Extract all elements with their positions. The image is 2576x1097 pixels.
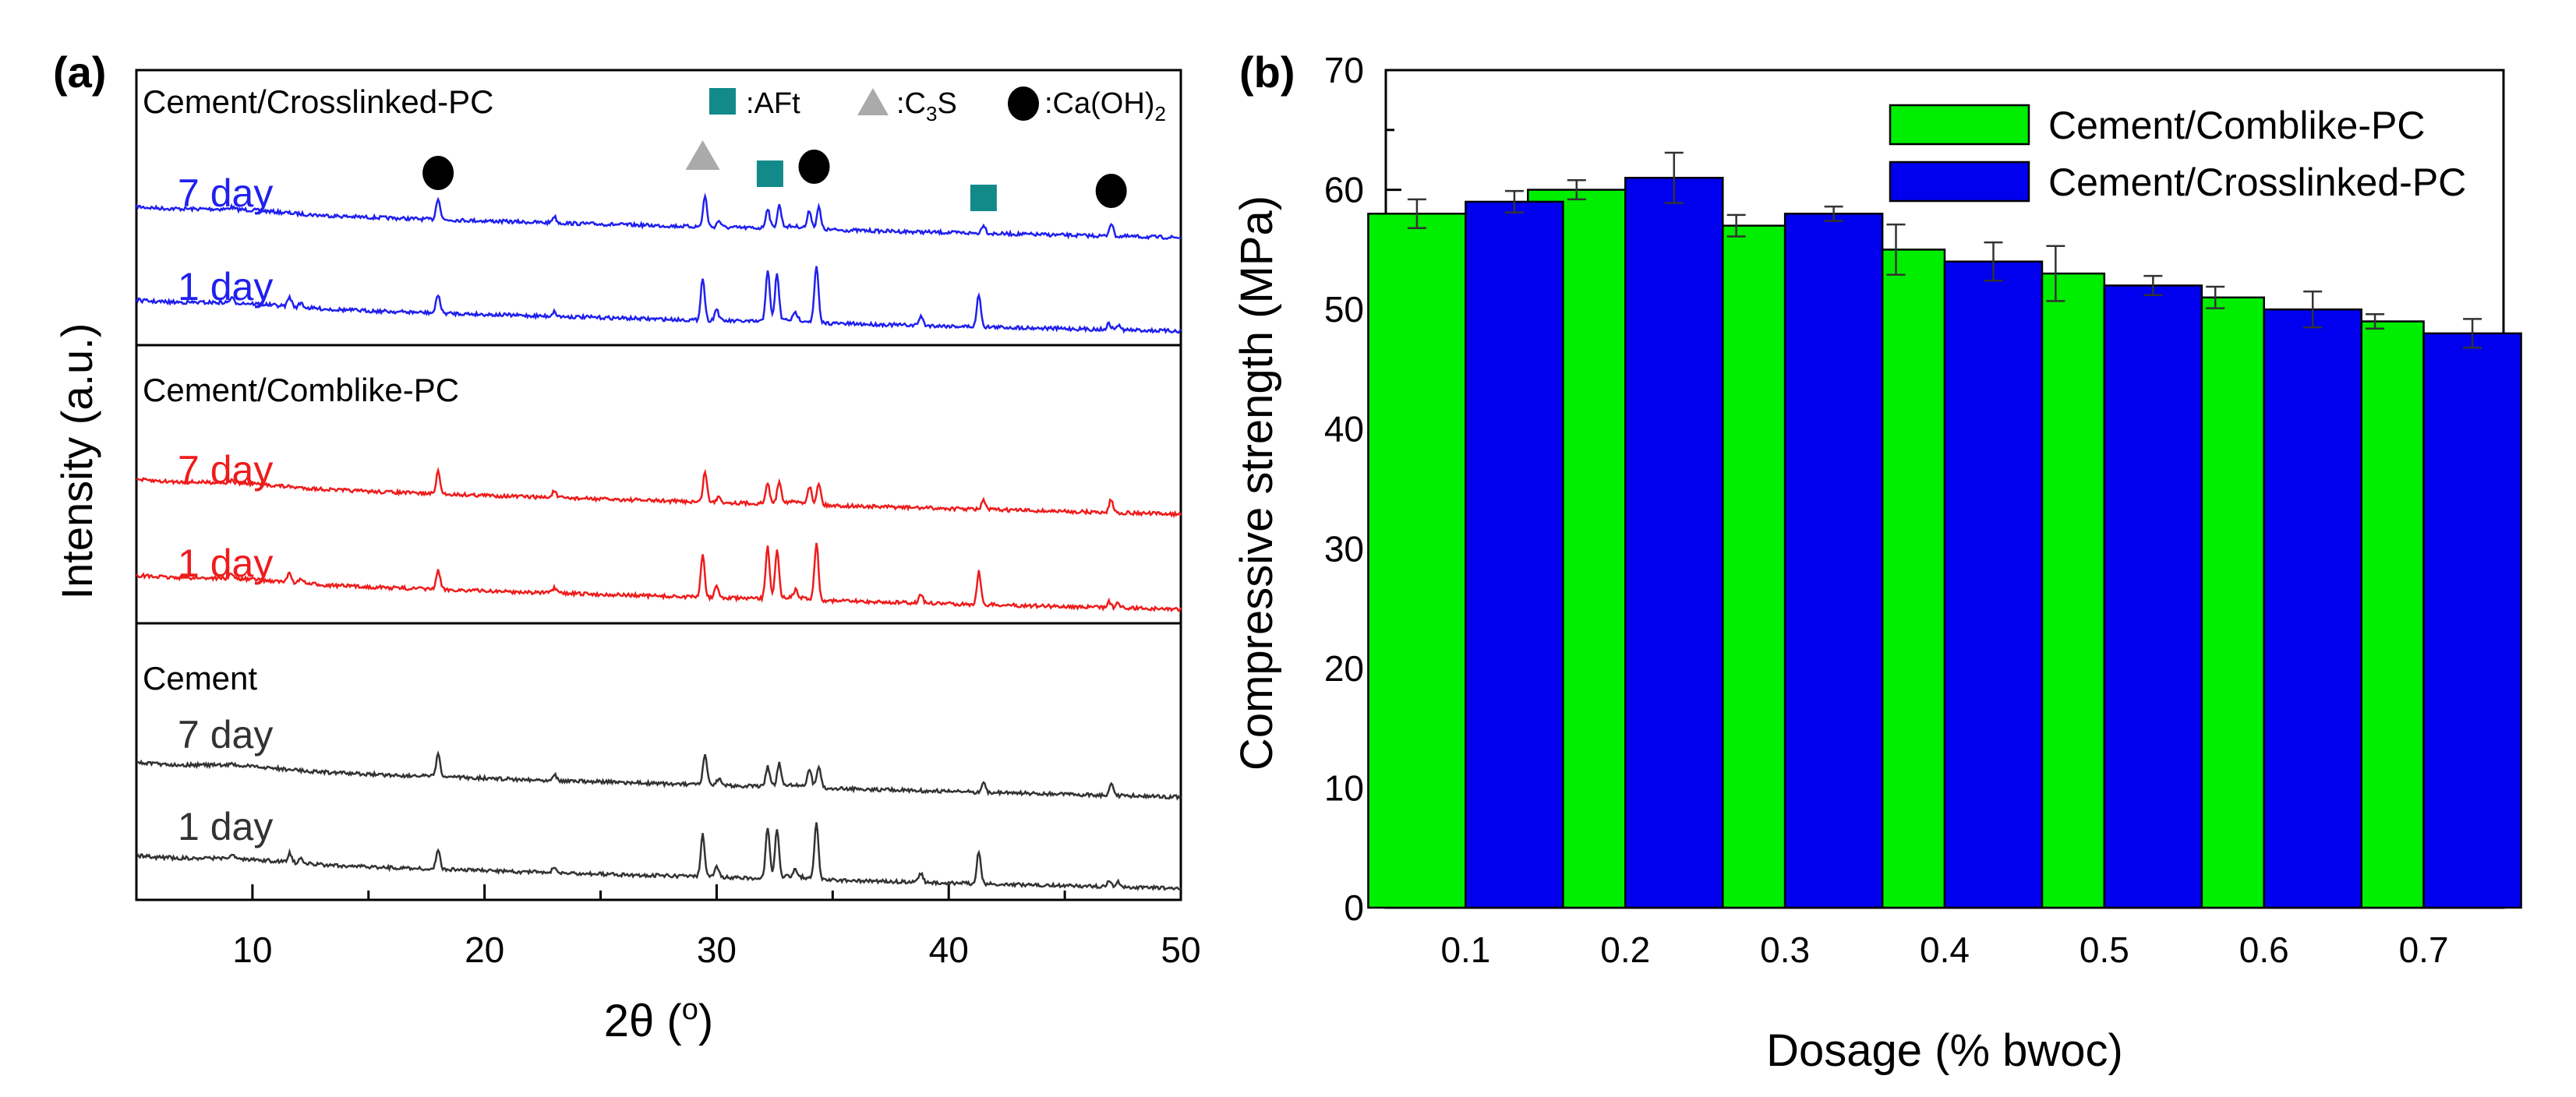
c3s-peak-marker (685, 140, 720, 170)
panel-b-y-tick-labels: 0 10 20 30 40 50 60 70 (1324, 50, 1364, 928)
trace-cement-1day (136, 822, 1182, 891)
aft-legend-marker (709, 88, 736, 115)
x-tick-label-30: 30 (697, 929, 737, 970)
panel-b-x-axis-label: Dosage (% bwoc) (1766, 1025, 2123, 1076)
trace-crosslinked-7day (135, 192, 1182, 241)
group-title-comblike: Cement/Comblike-PC (143, 372, 459, 408)
bar (1367, 213, 1467, 909)
panel-b-label: (b) (1239, 48, 1295, 97)
bar (1943, 260, 2044, 909)
y-tick-label: 20 (1324, 648, 1364, 689)
trace-comblike-1day (136, 542, 1182, 612)
caoh-legend-label: :Ca(OH)2 (1044, 87, 1166, 125)
x-tick-label: 0.7 (2399, 929, 2449, 970)
panel-a-x-tick-labels: 10 20 30 40 50 (232, 929, 1200, 970)
aft-peak-marker (756, 160, 783, 187)
aft-legend-label: :AFt (746, 87, 800, 120)
x-tick-label-10: 10 (232, 929, 272, 970)
x-tick-label: 0.1 (1440, 929, 1490, 970)
x-tick-label: 0.5 (2080, 929, 2129, 970)
legend-label-comblike: Cement/Comblike-PC (2048, 104, 2425, 147)
caoh-peak-marker (1095, 174, 1127, 208)
panel-b-x-tick-labels: 0.1 0.2 0.3 0.4 0.5 0.6 0.7 (1440, 929, 2448, 970)
legend-swatch-crosslinked (1889, 160, 2030, 203)
c3s-legend-label: :C3S (896, 87, 957, 125)
x-tick-label: 0.3 (1760, 929, 1810, 970)
bar (1783, 213, 1884, 909)
x-tick-label-40: 40 (929, 929, 969, 970)
legend-swatch-comblike (1889, 104, 2030, 146)
y-tick-label: 70 (1324, 50, 1364, 90)
legend-label-crosslinked: Cement/Crosslinked-PC (2048, 160, 2466, 204)
phase-markers (422, 140, 1127, 211)
y-tick-label: 50 (1324, 289, 1364, 330)
caoh-legend-marker (1008, 86, 1039, 121)
x-tick-label: 0.2 (1600, 929, 1650, 970)
panel-b-bars (1367, 151, 2522, 909)
group-title-cement: Cement (143, 660, 257, 697)
bar (2263, 308, 2362, 909)
series-label-cement-7day: 7 day (178, 713, 273, 757)
y-tick-label: 10 (1324, 767, 1364, 808)
trace-cement-7day (136, 750, 1182, 801)
bar (2103, 284, 2203, 909)
panel-b-y-axis-label: Compressive strength (MPa) (1231, 196, 1282, 771)
x-tick-label-50: 50 (1161, 929, 1200, 970)
y-tick-label: 40 (1324, 409, 1364, 450)
panel-a-label: (a) (53, 48, 106, 97)
trace-crosslinked-1day (135, 266, 1182, 334)
panel-a: (a) Intensity (a.u.) 10 20 30 40 50 2θ (… (52, 48, 1201, 1046)
series-label-cement-1day: 1 day (178, 805, 273, 848)
x-tick-label-20: 20 (465, 929, 504, 970)
y-tick-label: 30 (1324, 528, 1364, 569)
trace-comblike-7day (136, 467, 1182, 519)
aft-peak-marker (970, 185, 997, 211)
bar (2422, 332, 2522, 909)
panel-b-legend: Cement/Comblike-PC Cement/Crosslinked-PC (1889, 104, 2466, 204)
y-tick-label: 60 (1324, 170, 1364, 210)
panel-a-x-ticks (135, 884, 1182, 900)
panel-a-x-axis-label: 2θ (o) (604, 993, 713, 1046)
caoh-peak-marker (422, 156, 454, 190)
panel-a-y-axis-label: Intensity (a.u.) (52, 323, 101, 600)
bar (1624, 176, 1724, 909)
panel-a-frame (135, 69, 1182, 901)
y-tick-label: 0 (1344, 887, 1364, 928)
series-label-comblike-7day: 7 day (178, 448, 273, 492)
x-tick-label: 0.4 (1920, 929, 1970, 970)
caoh-peak-marker (798, 150, 830, 184)
bar (1465, 200, 1564, 909)
group-title-crosslinked: Cement/Crosslinked-PC (143, 83, 493, 120)
c3s-legend-marker (857, 88, 889, 115)
panel-b: (b) Compressive strength (MPa) Dosage (%… (1231, 48, 2522, 1076)
phase-legend: :AFt :C3S :Ca(OH)2 (709, 86, 1166, 125)
x-tick-label: 0.6 (2239, 929, 2289, 970)
